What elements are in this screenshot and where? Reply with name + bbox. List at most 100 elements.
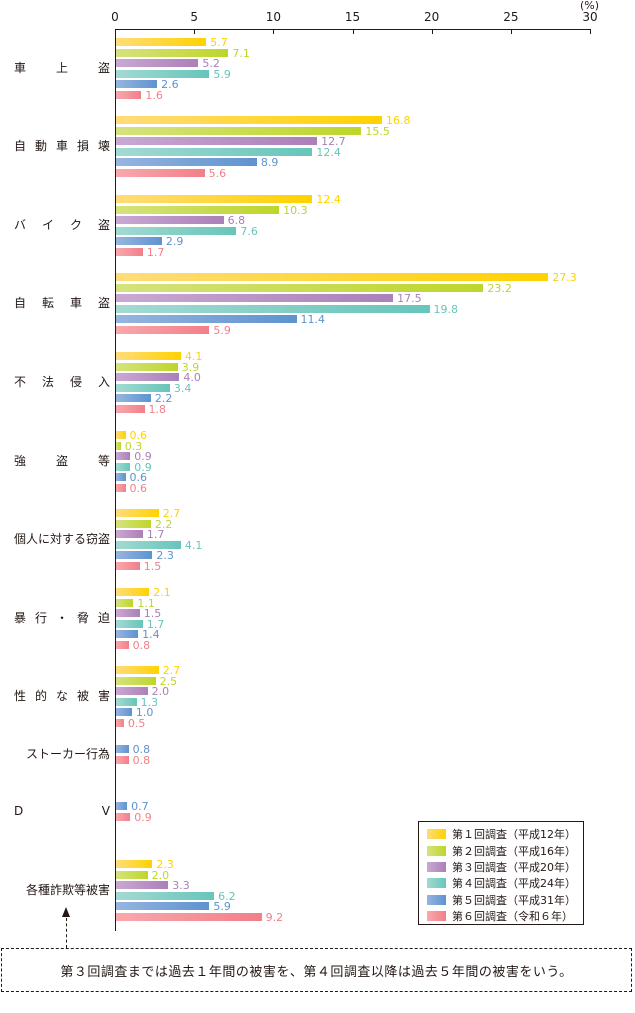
bar — [116, 687, 148, 695]
bar — [116, 431, 126, 439]
bar — [116, 619, 143, 628]
legend-item: 第６回調査（令和６年） — [427, 908, 583, 924]
bar-value-label: 5.2 — [202, 57, 220, 70]
category-label: 車上盗 — [14, 61, 110, 76]
legend-item: 第５回調査（平成31年） — [427, 892, 583, 908]
bar-value-label: 12.4 — [316, 193, 341, 206]
bar — [116, 69, 210, 78]
bar-value-label: 27.3 — [552, 271, 577, 284]
footnote-box: 第３回調査までは過去１年間の被害を、第４回調査以降は過去５年間の被害をいう。 — [1, 948, 632, 992]
bar-value-label: 10.3 — [283, 203, 308, 217]
bar — [116, 80, 158, 88]
bar — [116, 273, 549, 281]
bar-value-label: 6.2 — [218, 889, 236, 903]
category-label: バイク盗 — [14, 218, 110, 233]
bar-value-label: 2.9 — [165, 235, 184, 248]
bar-value-label: 0.9 — [134, 810, 152, 824]
bar-value-label: 19.8 — [433, 302, 459, 316]
bar — [116, 158, 257, 166]
bar-value-label: 5.6 — [208, 166, 227, 180]
bar-value-label: 6.8 — [227, 214, 246, 227]
category-label: 個人に対する窃盗 — [14, 532, 111, 547]
bar-value-label: 2.3 — [156, 858, 174, 871]
bar-value-label: 2.0 — [151, 685, 170, 698]
bar — [116, 640, 129, 649]
x-axis-line — [115, 29, 591, 30]
bar-value-label: 1.7 — [146, 617, 165, 631]
category-label: 不法侵入 — [14, 375, 110, 390]
x-tick — [510, 29, 512, 34]
bar-value-label: 3.4 — [173, 381, 192, 395]
bar — [116, 304, 430, 313]
bar-value-label: 2.2 — [154, 392, 173, 405]
bar — [116, 383, 170, 392]
bar — [116, 718, 124, 727]
x-tick — [273, 29, 275, 34]
note-connector-line — [66, 918, 67, 948]
bar — [116, 247, 143, 256]
bar-value-label: 15.5 — [365, 124, 390, 138]
category-label: 性的な被害 — [14, 689, 110, 704]
bar-value-label: 2.3 — [156, 549, 174, 562]
bar — [116, 666, 159, 674]
bar-value-label: 9.2 — [265, 910, 284, 924]
bar-value-label: 0.8 — [132, 638, 151, 652]
bar-value-label: 1.1 — [137, 596, 155, 610]
legend: 第１回調査（平成12年） 第２回調査（平成16年） 第３回調査（平成20年） 第４回調… — [418, 821, 584, 925]
bar — [116, 90, 142, 99]
bar-value-label: 1.5 — [143, 559, 162, 573]
bar-value-label: 2.5 — [159, 674, 178, 688]
bar — [116, 509, 159, 517]
legend-label: 第２回調査（平成16年） — [452, 844, 576, 858]
bar-value-label: 7.6 — [240, 224, 258, 238]
bar-value-label: 1.0 — [135, 706, 154, 719]
bar-value-label: 17.5 — [397, 292, 422, 305]
bar-value-label: 0.7 — [131, 800, 149, 813]
bar — [116, 530, 143, 538]
legend-swatch-icon — [427, 829, 446, 840]
x-tick — [431, 29, 433, 34]
bar — [116, 325, 210, 334]
bar-value-label: 0.6 — [129, 429, 148, 442]
bar-value-label: 1.7 — [146, 245, 165, 259]
bar — [116, 561, 140, 570]
bar-value-label: 1.4 — [142, 628, 160, 641]
bar-value-label: 0.6 — [129, 481, 148, 495]
bar — [116, 483, 126, 492]
bar-value-label: 23.2 — [487, 281, 512, 295]
bar — [116, 237, 162, 245]
legend-item: 第３回調査（平成20年） — [427, 859, 583, 875]
axis-unit-label: (%) — [580, 0, 600, 12]
bar — [116, 38, 207, 46]
bar-value-label: 3.9 — [181, 360, 200, 374]
bar — [116, 137, 318, 145]
x-tick — [352, 29, 354, 34]
bar-value-label: 11.4 — [300, 313, 326, 326]
bar — [116, 452, 131, 460]
footnote-text: 第３回調査までは過去１年間の被害を、第４回調査以降は過去５年間の被害をいう。 — [60, 964, 573, 980]
bar-value-label: 2.0 — [151, 868, 170, 882]
bar — [116, 462, 131, 471]
bar — [116, 708, 132, 716]
legend-swatch-icon — [427, 861, 446, 872]
x-tick-label: 5 — [190, 10, 198, 24]
bar — [116, 588, 150, 596]
bar — [116, 441, 121, 450]
category-label: ストーカー行為 — [25, 747, 110, 762]
bar — [116, 812, 131, 821]
bar-value-label: 5.7 — [210, 36, 228, 49]
bar — [116, 315, 297, 323]
bar — [116, 630, 139, 638]
bar — [116, 362, 178, 371]
bar — [116, 473, 126, 481]
bar-value-label: 1.5 — [143, 607, 162, 620]
x-tick-label: 10 — [265, 10, 281, 24]
bar-value-label: 1.7 — [146, 528, 165, 541]
bar-value-label: 16.8 — [386, 114, 411, 127]
bar — [116, 870, 148, 879]
bar — [116, 676, 156, 685]
legend-item: 第１回調査（平成12年） — [427, 826, 583, 842]
bar-value-label: 0.6 — [129, 471, 148, 484]
bar — [116, 912, 262, 921]
legend-item: 第２回調査（平成16年） — [427, 842, 583, 858]
